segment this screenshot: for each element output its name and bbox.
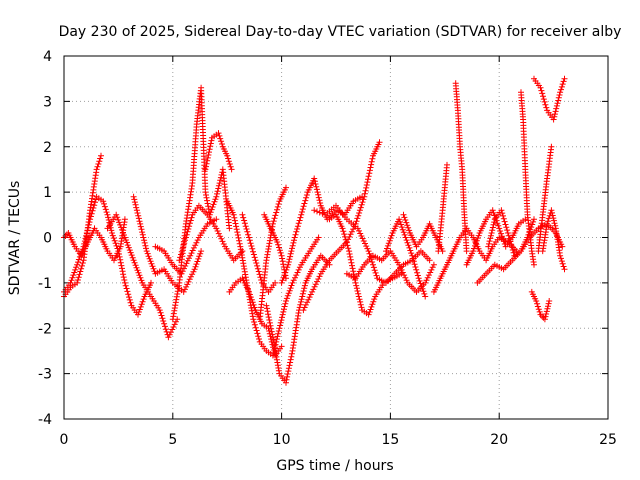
x-tick-label: 5: [168, 432, 177, 448]
x-tick-label: 25: [599, 432, 617, 448]
y-tick-label: -2: [38, 321, 52, 337]
x-tick-label: 20: [490, 432, 508, 448]
y-tick-label: 3: [43, 94, 52, 110]
y-tick-label: 4: [43, 49, 52, 65]
y-tick-label: 2: [43, 140, 52, 156]
data-points: [61, 75, 568, 386]
x-tick-label: 15: [381, 432, 399, 448]
y-tick-label: -1: [38, 276, 52, 292]
y-tick-label: -3: [38, 367, 52, 383]
points-layer: [61, 75, 568, 386]
ticks-layer: 0 5 10 15 20 25 -4 -3 -2 -1 0 1 2 3 4: [38, 49, 617, 448]
x-tick-label: 10: [273, 432, 291, 448]
chart-title: Day 230 of 2025, Sidereal Day-to-day VTE…: [59, 24, 622, 40]
y-axis-label: SDTVAR / TECUs: [7, 181, 23, 296]
x-tick-label: 0: [60, 432, 69, 448]
y-tick-label: -4: [38, 412, 52, 428]
grid-layer: [64, 56, 608, 419]
y-tick-label: 0: [43, 231, 52, 247]
x-axis-label: GPS time / hours: [276, 458, 393, 474]
y-tick-label: 1: [43, 185, 52, 201]
plot-frame: [63, 55, 609, 420]
